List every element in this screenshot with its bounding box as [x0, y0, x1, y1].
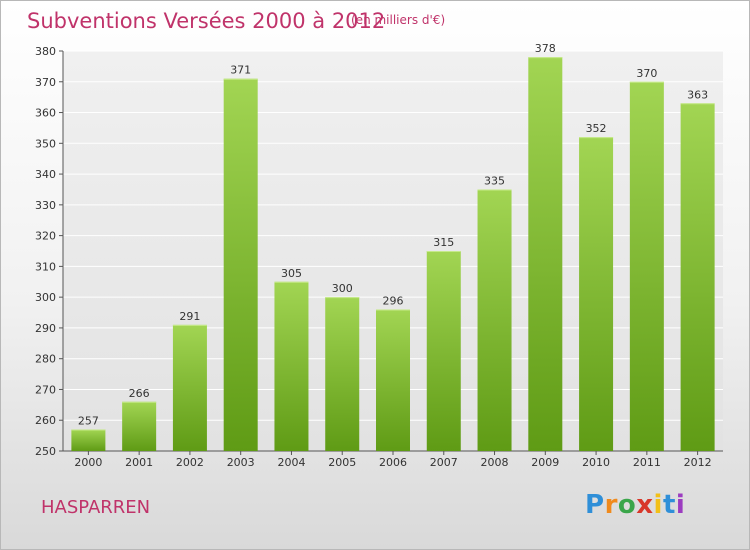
- bar-value-label: 363: [687, 88, 708, 101]
- y-tick-label: 300: [35, 291, 56, 304]
- x-tick-label: 2001: [125, 456, 153, 469]
- y-tick-label: 380: [35, 45, 56, 58]
- x-tick-label: 2007: [430, 456, 458, 469]
- bar: [223, 78, 258, 451]
- bar-value-label: 315: [433, 236, 454, 249]
- bar: [274, 281, 309, 451]
- y-tick-label: 370: [35, 76, 56, 89]
- bar-value-label: 371: [230, 64, 251, 77]
- bar-value-label: 335: [484, 174, 505, 187]
- bar-value-label: 291: [179, 310, 200, 323]
- logo-letter: P: [585, 490, 605, 520]
- bar: [426, 251, 461, 451]
- chart-subtitle: (en milliers d'€): [351, 13, 446, 27]
- bar-value-label: 352: [586, 122, 607, 135]
- logo-letter: o: [617, 490, 637, 520]
- logo-letter: r: [604, 490, 618, 520]
- x-tick-label: 2002: [176, 456, 204, 469]
- chart-title: Subventions Versées 2000 à 2012: [27, 9, 386, 33]
- x-tick-label: 2012: [684, 456, 712, 469]
- y-tick-label: 270: [35, 383, 56, 396]
- bar: [71, 429, 106, 451]
- bar-value-label: 370: [636, 67, 657, 80]
- bar: [325, 297, 360, 451]
- y-tick-label: 360: [35, 107, 56, 120]
- bar: [477, 189, 512, 451]
- bar: [680, 103, 715, 452]
- x-tick-label: 2008: [481, 456, 509, 469]
- x-tick-label: 2004: [277, 456, 305, 469]
- x-tick-label: 2000: [74, 456, 102, 469]
- y-tick-label: 330: [35, 199, 56, 212]
- logo-letter: t: [662, 490, 676, 520]
- bar-value-label: 378: [535, 42, 556, 55]
- y-tick-label: 350: [35, 137, 56, 150]
- proxiti-logo: Proxiti: [585, 490, 685, 520]
- bar-value-label: 300: [332, 282, 353, 295]
- y-tick-label: 280: [35, 353, 56, 366]
- logo-letter: i: [653, 490, 663, 520]
- bar-value-label: 266: [129, 387, 150, 400]
- city-name: HASPARREN: [41, 497, 151, 518]
- bar: [122, 401, 157, 451]
- y-tick-label: 260: [35, 414, 56, 427]
- bar: [629, 81, 664, 452]
- bar-value-label: 257: [78, 414, 99, 427]
- bar: [376, 309, 410, 451]
- x-tick-label: 2011: [633, 456, 661, 469]
- bar-value-label: 305: [281, 267, 302, 280]
- y-tick-label: 340: [35, 168, 56, 181]
- y-tick-label: 310: [35, 260, 56, 273]
- y-tick-label: 290: [35, 322, 56, 335]
- x-tick-label: 2010: [582, 456, 610, 469]
- y-tick-label: 320: [35, 230, 56, 243]
- bar-value-label: 296: [383, 294, 404, 307]
- bar: [172, 324, 207, 451]
- x-tick-label: 2003: [227, 456, 255, 469]
- bar: [528, 57, 563, 452]
- y-tick-label: 250: [35, 445, 56, 458]
- x-tick-label: 2005: [328, 456, 356, 469]
- logo-letter: x: [636, 490, 654, 520]
- logo-letter: i: [675, 490, 686, 520]
- bar: [579, 137, 614, 451]
- x-tick-label: 2006: [379, 456, 407, 469]
- x-tick-label: 2009: [531, 456, 559, 469]
